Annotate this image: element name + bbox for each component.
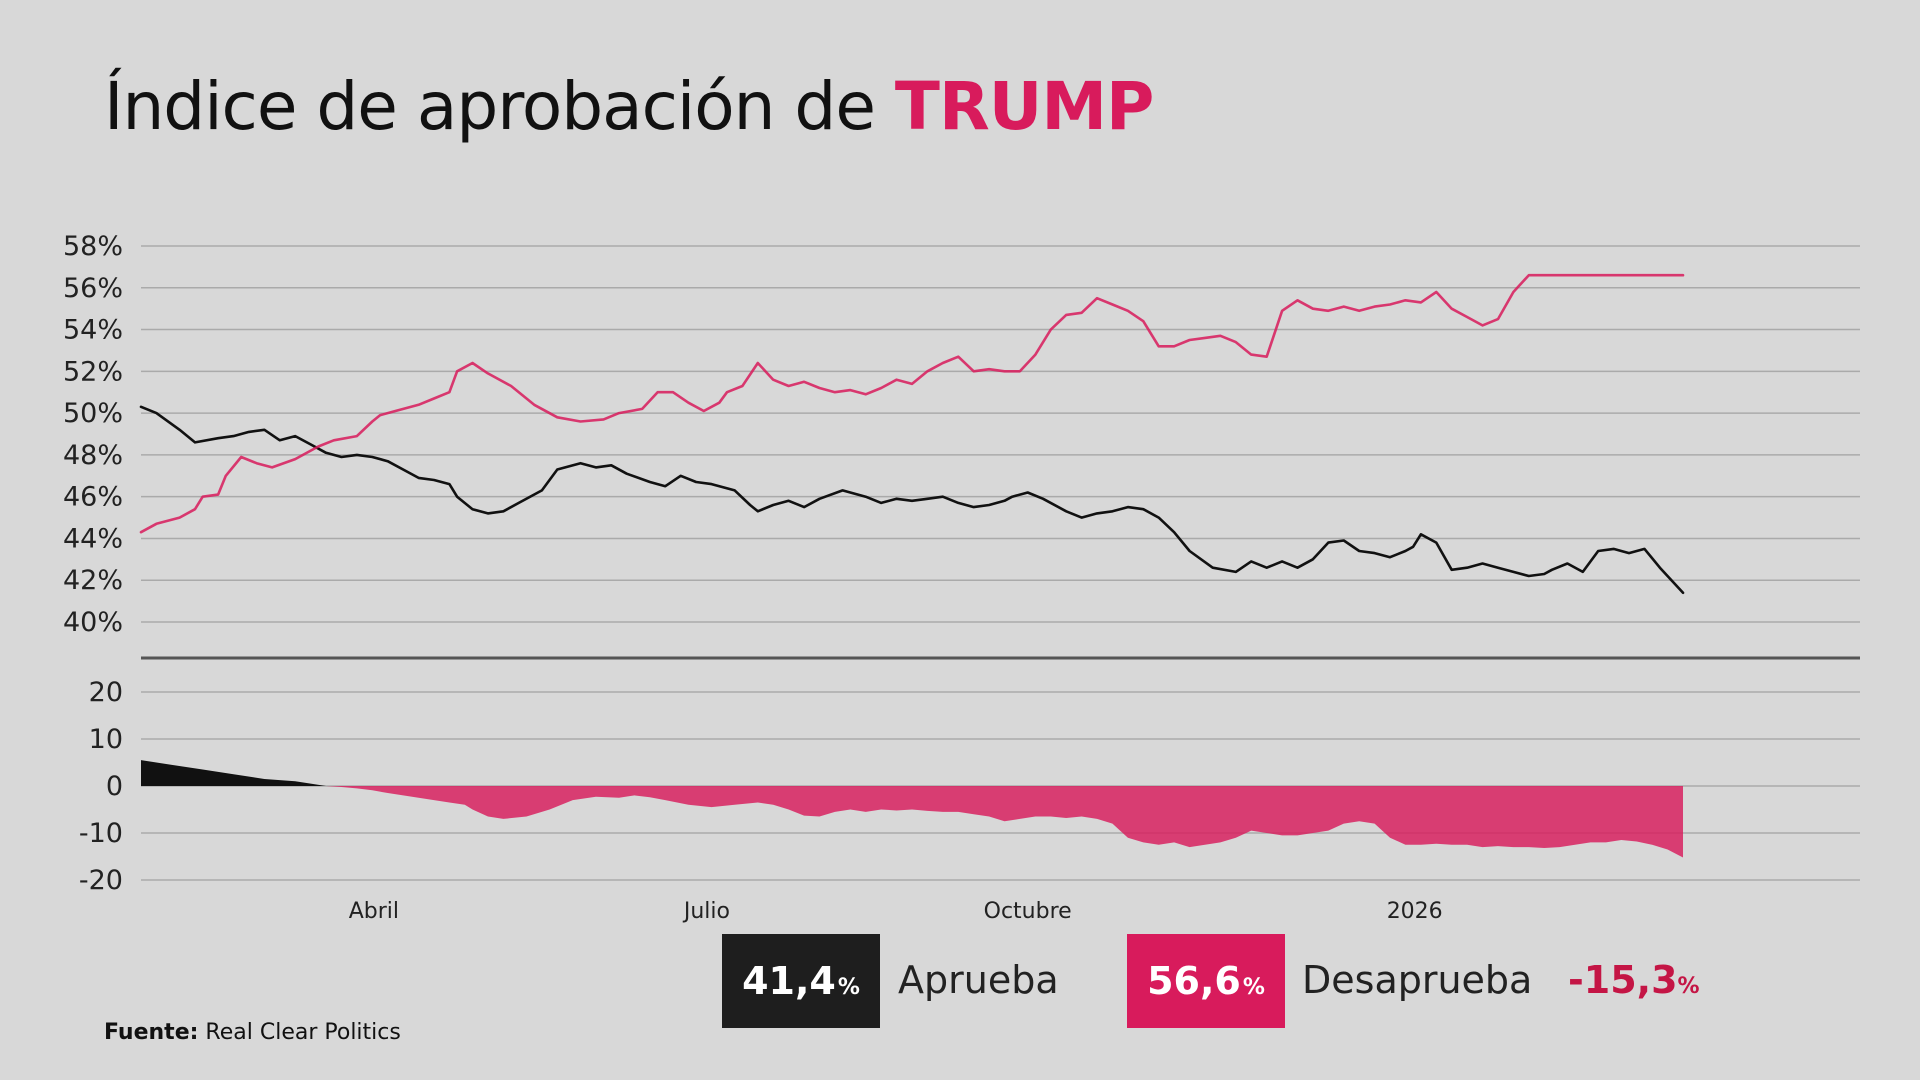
y-tick-label: 46%: [63, 482, 123, 513]
x-tick-label: Abril: [349, 899, 399, 924]
disapprove-series-line: [139, 273, 1685, 534]
y-tick-label: 42%: [63, 565, 123, 596]
net-y-tick-label: 0: [106, 771, 123, 802]
y-tick-label: 50%: [63, 398, 123, 429]
net-y-tick-label: -20: [79, 865, 123, 896]
approve-label: Aprueba: [898, 958, 1059, 1002]
y-tick-label: 56%: [63, 273, 123, 304]
y-tick-label: 44%: [63, 523, 123, 554]
approve-value-box: 41,4%: [722, 934, 880, 1028]
approve-value: 41,4: [742, 959, 836, 1003]
x-tick-label: Julio: [682, 899, 730, 924]
net-negative-area: [141, 786, 1683, 858]
disapprove-value-box: 56,6%: [1127, 934, 1285, 1028]
net-difference: -15,3%: [1568, 958, 1700, 1002]
x-tick-label: 2026: [1387, 899, 1443, 924]
source-label: Fuente:: [104, 1020, 199, 1045]
disapprove-unit: %: [1242, 974, 1265, 1000]
y-tick-label: 48%: [63, 440, 123, 471]
title-prefix: Índice de aprobación de: [104, 68, 876, 145]
page-title: Índice de aprobación de TRUMP: [104, 68, 1154, 145]
y-tick-label: 40%: [63, 607, 123, 638]
net-y-tick-label: 20: [89, 677, 123, 708]
net-y-tick-label: -10: [79, 818, 123, 849]
y-tick-label: 54%: [63, 315, 123, 346]
net-value: -15,3: [1568, 958, 1678, 1002]
y-tick-label: 58%: [63, 231, 123, 262]
x-tick-label: Octubre: [984, 899, 1072, 924]
source-text: Real Clear Politics: [205, 1020, 401, 1045]
approve-series-line: [139, 405, 1685, 595]
disapprove-value: 56,6: [1147, 959, 1241, 1003]
approve-unit: %: [837, 974, 860, 1000]
net-unit: %: [1677, 974, 1700, 999]
title-highlight: TRUMP: [894, 68, 1154, 145]
disapprove-label: Desaprueba: [1302, 958, 1533, 1002]
y-tick-label: 52%: [63, 356, 123, 387]
net-positive-area: [141, 760, 1683, 786]
net-y-tick-label: 10: [89, 724, 123, 755]
source-note: Fuente: Real Clear Politics: [104, 1020, 401, 1045]
